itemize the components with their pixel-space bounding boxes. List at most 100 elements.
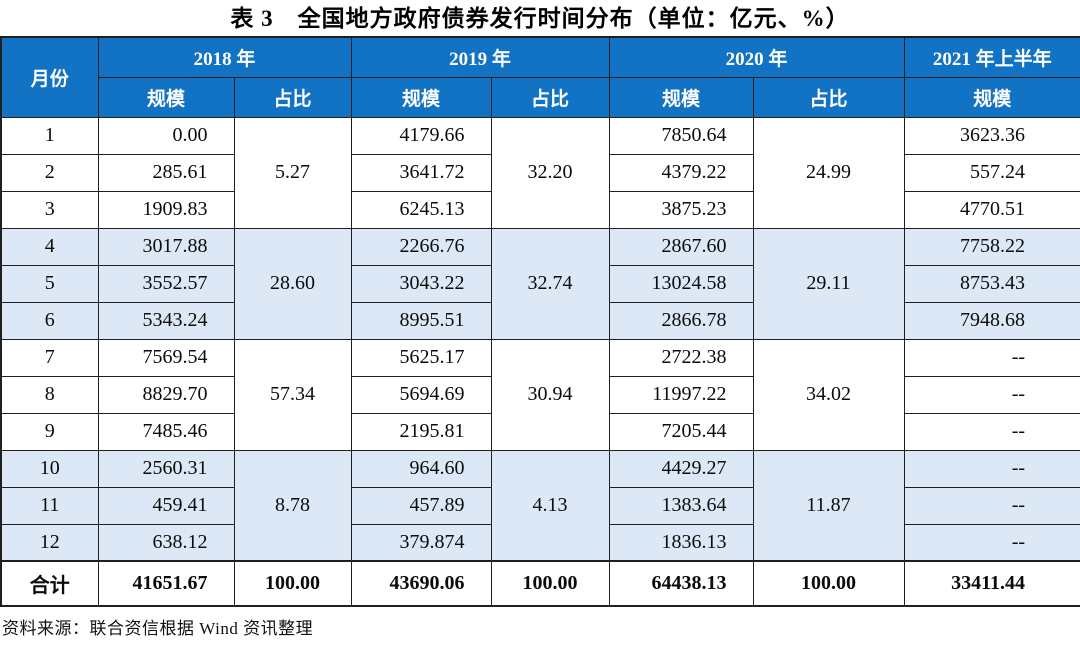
month-cell: 6 (0, 301, 99, 340)
cell-scale-2018: 285.61 (97, 153, 235, 192)
header-year-2019: 2019 年 (350, 36, 610, 78)
cell-scale-2020: 1836.13 (608, 523, 754, 562)
total-share-2018: 100.00 (233, 560, 352, 607)
cell-share-2018-q4: 8.78 (233, 449, 352, 562)
cell-scale-2021: -- (903, 412, 1080, 451)
cell-scale-2021: 7948.68 (903, 301, 1080, 340)
total-label: 合计 (0, 560, 99, 607)
cell-scale-2019: 964.60 (350, 449, 492, 488)
header-year-2020: 2020 年 (608, 36, 905, 78)
cell-scale-2019: 6245.13 (350, 190, 492, 229)
cell-scale-2020: 2722.38 (608, 338, 754, 377)
cell-share-2018-q3: 57.34 (233, 338, 352, 451)
cell-scale-2020: 11997.22 (608, 375, 754, 414)
cell-scale-2019: 3043.22 (350, 264, 492, 303)
cell-scale-2020: 7205.44 (608, 412, 754, 451)
total-scale-2018: 41651.67 (97, 560, 235, 607)
cell-scale-2018: 7485.46 (97, 412, 235, 451)
table-row: 6 5343.24 8995.51 2866.78 7948.68 (0, 301, 1080, 340)
header-year-2018: 2018 年 (97, 36, 352, 78)
subheader-2018-scale: 规模 (97, 76, 235, 118)
cell-scale-2019: 2195.81 (350, 412, 492, 451)
cell-scale-2018: 459.41 (97, 486, 235, 525)
cell-share-2020-q2: 29.11 (752, 227, 905, 340)
cell-share-2019-q3: 30.94 (490, 338, 610, 451)
total-row: 合计 41651.67 100.00 43690.06 100.00 64438… (0, 560, 1080, 607)
total-scale-2021: 33411.44 (903, 560, 1080, 607)
cell-scale-2021: -- (903, 449, 1080, 488)
cell-scale-2019: 3641.72 (350, 153, 492, 192)
cell-scale-2020: 4379.22 (608, 153, 754, 192)
subheader-2020-share: 占比 (752, 76, 905, 118)
cell-scale-2019: 379.874 (350, 523, 492, 562)
cell-share-2020-q4: 11.87 (752, 449, 905, 562)
cell-scale-2019: 457.89 (350, 486, 492, 525)
cell-scale-2019: 4179.66 (350, 116, 492, 155)
table-row: 12 638.12 379.874 1836.13 -- (0, 523, 1080, 562)
table-row: 11 459.41 457.89 1383.64 -- (0, 486, 1080, 525)
source-note: 资料来源：联合资信根据 Wind 资讯整理 (2, 619, 314, 638)
cell-scale-2018: 3552.57 (97, 264, 235, 303)
total-scale-2019: 43690.06 (350, 560, 492, 607)
cell-scale-2020: 7850.64 (608, 116, 754, 155)
total-share-2020: 100.00 (752, 560, 905, 607)
month-cell: 12 (0, 523, 99, 562)
month-cell: 11 (0, 486, 99, 525)
table-row: 3 1909.83 6245.13 3875.23 4770.51 (0, 190, 1080, 229)
month-cell: 4 (0, 227, 99, 266)
subheader-2018-share: 占比 (233, 76, 352, 118)
month-cell: 10 (0, 449, 99, 488)
header-year-2021h1: 2021 年上半年 (903, 36, 1080, 78)
total-scale-2020: 64438.13 (608, 560, 754, 607)
cell-scale-2020: 3875.23 (608, 190, 754, 229)
table-row: 8 8829.70 5694.69 11997.22 -- (0, 375, 1080, 414)
subheader-2020-scale: 规模 (608, 76, 754, 118)
cell-scale-2021: -- (903, 375, 1080, 414)
cell-scale-2018: 8829.70 (97, 375, 235, 414)
bond-issuance-table: 月份 2018 年 2019 年 2020 年 2021 年上半年 规模 占比 … (0, 36, 1080, 607)
cell-scale-2021: -- (903, 338, 1080, 377)
cell-scale-2021: 557.24 (903, 153, 1080, 192)
cell-scale-2020: 2866.78 (608, 301, 754, 340)
cell-scale-2018: 0.00 (97, 116, 235, 155)
table-header: 月份 2018 年 2019 年 2020 年 2021 年上半年 规模 占比 … (0, 36, 1080, 118)
table-row: 4 3017.88 28.60 2266.76 32.74 2867.60 29… (0, 227, 1080, 340)
cell-share-2019-q1: 32.20 (490, 116, 610, 229)
cell-scale-2018: 3017.88 (97, 227, 235, 266)
month-cell: 7 (0, 338, 99, 377)
cell-scale-2021: 7758.22 (903, 227, 1080, 266)
table-row: 10 2560.31 8.78 964.60 4.13 4429.27 11.8… (0, 449, 1080, 562)
cell-scale-2019: 5625.17 (350, 338, 492, 377)
cell-scale-2018: 5343.24 (97, 301, 235, 340)
month-cell: 2 (0, 153, 99, 192)
cell-scale-2021: 8753.43 (903, 264, 1080, 303)
cell-scale-2021: -- (903, 486, 1080, 525)
cell-scale-2018: 638.12 (97, 523, 235, 562)
month-cell: 3 (0, 190, 99, 229)
month-cell: 5 (0, 264, 99, 303)
cell-scale-2018: 7569.54 (97, 338, 235, 377)
table-row: 9 7485.46 2195.81 7205.44 -- (0, 412, 1080, 451)
cell-share-2018-q2: 28.60 (233, 227, 352, 340)
table-body: 1 0.00 5.27 4179.66 32.20 7850.64 24.99 … (0, 116, 1080, 607)
cell-share-2018-q1: 5.27 (233, 116, 352, 229)
table-row: 2 285.61 3641.72 4379.22 557.24 (0, 153, 1080, 192)
table-row: 7 7569.54 57.34 5625.17 30.94 2722.38 34… (0, 338, 1080, 451)
cell-scale-2020: 2867.60 (608, 227, 754, 266)
cell-scale-2018: 1909.83 (97, 190, 235, 229)
table-title: 表 3 全国地方政府债券发行时间分布（单位：亿元、%） (230, 6, 850, 31)
header-row-measures: 规模 占比 规模 占比 规模 占比 规模 (1, 76, 1080, 118)
subheader-2021-scale: 规模 (903, 76, 1080, 118)
cell-scale-2020: 1383.64 (608, 486, 754, 525)
cell-scale-2020: 4429.27 (608, 449, 754, 488)
cell-share-2019-q4: 4.13 (490, 449, 610, 562)
total-share-2019: 100.00 (490, 560, 610, 607)
cell-scale-2021: 4770.51 (903, 190, 1080, 229)
month-cell: 1 (0, 116, 99, 155)
header-row-years: 月份 2018 年 2019 年 2020 年 2021 年上半年 (0, 36, 1080, 118)
header-month: 月份 (0, 36, 99, 118)
cell-scale-2019: 2266.76 (350, 227, 492, 266)
month-cell: 8 (0, 375, 99, 414)
cell-scale-2021: -- (903, 523, 1080, 562)
